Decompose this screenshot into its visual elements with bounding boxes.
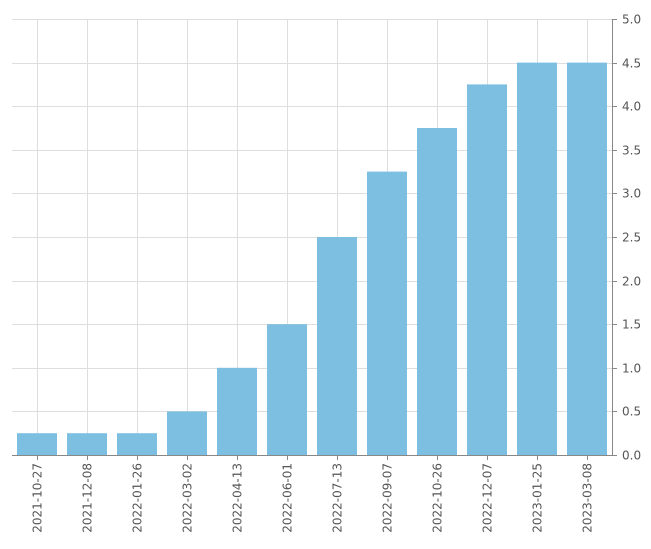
bar xyxy=(367,171,407,455)
bar xyxy=(567,62,607,455)
x-tick-label: 2022-04-13 xyxy=(231,463,245,533)
x-tick-label: 2022-10-26 xyxy=(431,463,445,533)
bar xyxy=(67,433,107,455)
bar xyxy=(17,433,57,455)
bar xyxy=(117,433,157,455)
y-tick-label: 2.5 xyxy=(622,231,641,245)
bar xyxy=(217,367,257,455)
y-tick-label: 4.0 xyxy=(622,100,641,114)
bar xyxy=(467,84,507,456)
x-tick-label: 2021-12-08 xyxy=(81,463,95,533)
bar xyxy=(417,128,457,455)
x-tick-label: 2023-03-08 xyxy=(581,463,595,533)
bar xyxy=(517,62,557,455)
bar xyxy=(167,411,207,455)
x-tick-label: 2022-01-26 xyxy=(131,463,145,533)
x-tick-label: 2023-01-25 xyxy=(531,463,545,533)
y-tick-label: 0.5 xyxy=(622,405,641,419)
x-tick-label: 2022-07-13 xyxy=(331,463,345,533)
x-tick-label: 2022-09-07 xyxy=(381,463,395,533)
tick-labels: 0.0 0.5 1.0 1.5 2.0 2.5 3.0 3.5 4.0 4.5 5.0 2021-10… xyxy=(31,13,642,533)
y-tick-label: 1.5 xyxy=(622,318,641,332)
bars xyxy=(17,62,607,456)
y-tick-label: 4.5 xyxy=(622,57,641,71)
y-tick-label: 3.5 xyxy=(622,144,641,158)
x-tick-label: 2021-10-27 xyxy=(31,463,45,533)
axes xyxy=(12,19,617,460)
y-tick-label: 1.0 xyxy=(622,362,641,376)
bar xyxy=(317,237,357,455)
x-tick-label: 2022-03-02 xyxy=(181,463,195,533)
y-tick-label: 3.0 xyxy=(622,187,641,201)
x-tick-label: 2022-06-01 xyxy=(281,463,295,533)
x-tick-label: 2022-12-07 xyxy=(481,463,495,533)
y-tick-label: 2.0 xyxy=(622,275,641,289)
bar xyxy=(267,324,307,455)
y-tick-label: 5.0 xyxy=(622,13,641,27)
y-tick-label: 0.0 xyxy=(622,449,641,463)
